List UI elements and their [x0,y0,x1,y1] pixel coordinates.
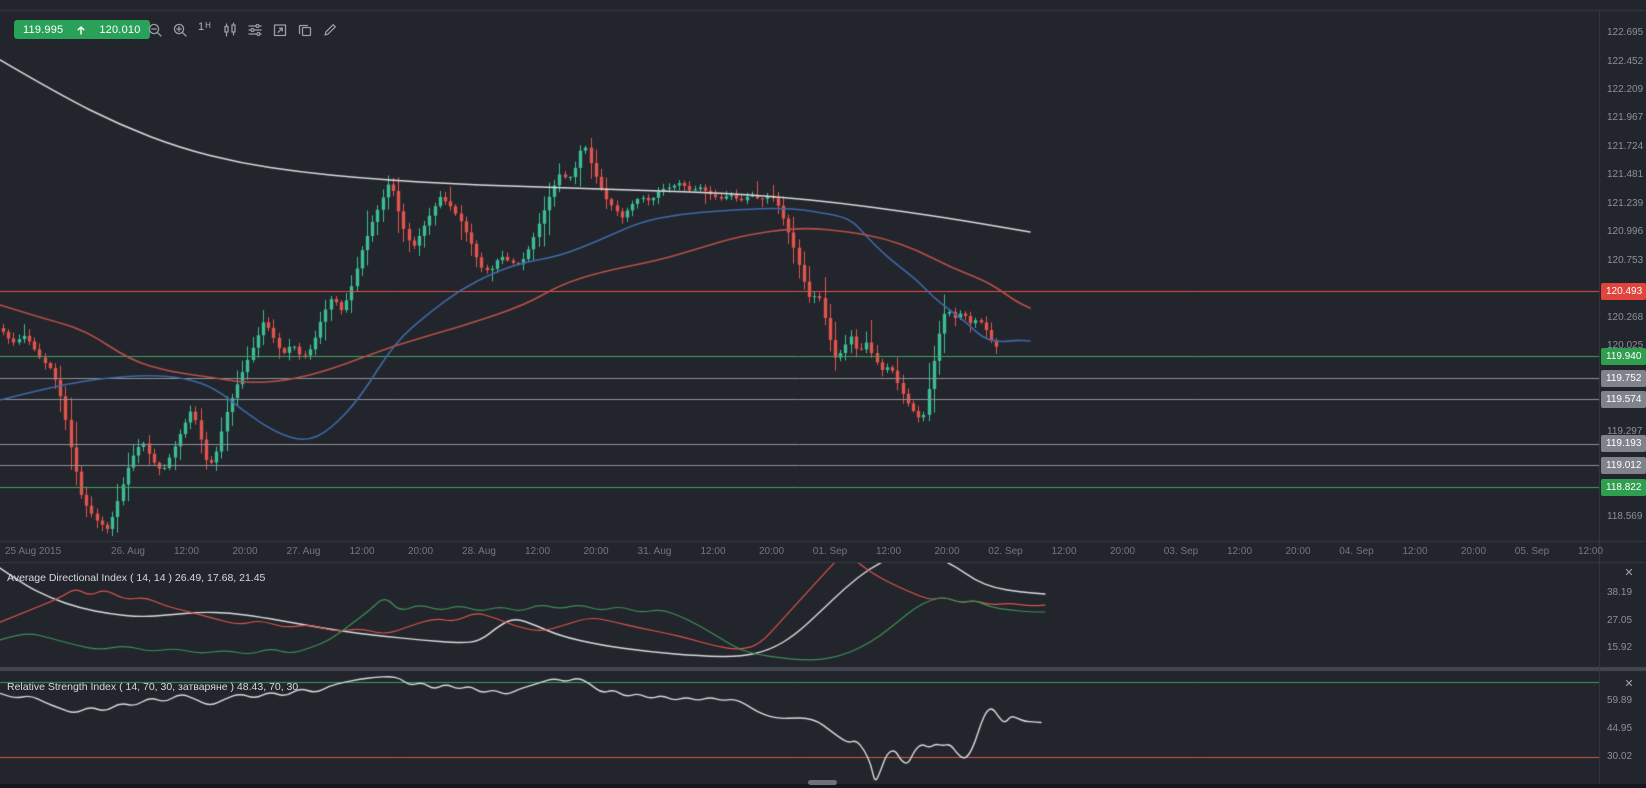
expand-chart-icon[interactable] [271,22,288,39]
price-axis-tick: 120.025 [1607,340,1644,352]
time-axis-label: 12:00 [1577,546,1604,557]
time-axis[interactable]: 25 Aug 2015 26. Aug 12:00 20:00 27. Aug 12:00… [0,546,1646,560]
time-axis-label: 05. Sep [1514,546,1550,557]
rsi-indicator-title: Relative Strength Index ( 14, 70, 30, за… [7,681,299,693]
time-axis-label: 20:00 [1109,546,1136,557]
price-axis-tick: 122.695 [1607,27,1644,38]
quote-widget[interactable]: 119.995 120.010 [14,20,150,39]
price-axis-tick: 122.452 [1607,55,1644,67]
horizontal-scrollbar-thumb[interactable] [808,780,837,785]
time-axis-label: 20:00 [583,546,609,557]
rsi-scale-tick: 30.02 [1607,751,1633,762]
price-axis-tick: 121.724 [1607,140,1644,152]
time-axis-label: 20:00 [232,546,258,557]
price-axis-tick: 121.967 [1607,112,1644,124]
time-axis-label: 02. Sep [988,546,1023,557]
time-axis-label: 28. Aug [462,546,496,557]
price-axis-tick: 121.239 [1607,197,1644,209]
candlestick-style-icon[interactable] [221,22,238,39]
adx-scale-tick: 38.19 [1607,587,1633,598]
time-axis-label: 12:00 [700,546,726,557]
time-axis-label: 26. Aug [111,546,145,557]
rsi-close-icon[interactable]: ✕ [1624,678,1634,690]
rsi-scale-tick: 59.89 [1607,695,1633,706]
arrow-up-icon [72,23,90,37]
price-level-badge: 119.012 [1601,456,1646,474]
price-axis-tick: 120.996 [1607,226,1644,238]
adx-scale-tick: 15.92 [1607,642,1633,653]
price-axis-tick: 120.753 [1607,254,1644,266]
rsi-scale-tick: 44.95 [1607,723,1633,734]
time-axis-label: 31. Aug [637,546,672,557]
price-level-badge: 118.822 [1601,478,1646,496]
time-axis-label: 12:00 [1402,546,1428,557]
price-axis-tick: 118.569 [1607,511,1643,522]
adx-scale-tick: 27.05 [1607,614,1633,626]
time-axis-label: 20:00 [1460,546,1487,557]
indicator-settings-icon[interactable] [246,22,263,39]
price-axis-tick: 122.209 [1607,84,1644,95]
time-axis-label: 04. Sep [1339,546,1374,557]
time-axis-label: 12:00 [173,546,200,557]
price-level-badge: 119.574 [1601,390,1646,408]
time-axis-label: 20:00 [934,546,960,557]
ask-button[interactable]: 120.010 [99,23,141,36]
compare-copy-icon[interactable] [296,22,313,39]
draw-tools-icon[interactable] [321,22,338,39]
bid-button[interactable]: 119.995 [23,23,64,36]
time-axis-label: 27. Aug [286,546,321,557]
zoom-in-icon[interactable] [171,22,188,39]
adx-indicator-title: Average Directional Index ( 14, 14 ) 26.… [7,572,266,584]
price-level-badge: 120.493 [1601,282,1646,300]
time-axis-label: 12:00 [349,546,375,557]
timeframe-unit: H [205,20,211,30]
timeframe-label: 1 [198,20,205,33]
time-axis-label: 25 Aug 2015 [5,546,62,557]
time-axis-label: 12:00 [1051,546,1077,557]
price-axis-tick: 119.297 [1607,425,1643,437]
zoom-out-icon[interactable] [146,22,163,39]
time-axis-label: 01. Sep [812,546,848,557]
price-level-badge: 119.193 [1601,435,1646,453]
time-axis-label: 20:00 [407,546,434,557]
time-axis-label: 12:00 [1226,546,1253,557]
time-axis-label: 03. Sep [1163,546,1199,557]
time-axis-label: 20:00 [758,546,785,557]
price-axis-tick: 120.268 [1607,311,1644,323]
price-axis-tick: 121.481 [1607,169,1644,181]
price-level-badge: 119.752 [1601,369,1646,387]
adx-close-icon[interactable]: ✕ [1624,567,1634,579]
time-axis-label: 12:00 [524,546,551,557]
time-axis-label: 20:00 [1285,546,1311,557]
time-axis-label: 12:00 [875,546,902,557]
price-level-badge: 119.940 [1601,347,1646,365]
